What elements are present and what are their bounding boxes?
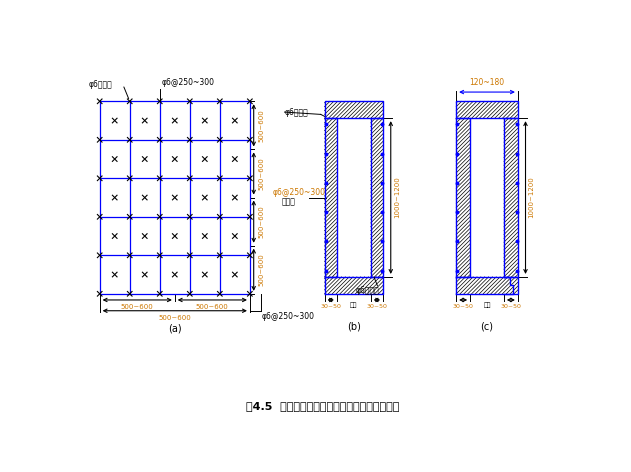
Text: φ6@250~300: φ6@250~300 [272,188,325,197]
Text: φ6拉结筋: φ6拉结筋 [88,80,112,89]
Text: 钢筋网: 钢筋网 [281,198,295,207]
Text: 500~600: 500~600 [259,109,264,142]
Text: 墙厚: 墙厚 [483,302,491,308]
Text: (c): (c) [481,321,493,331]
Text: φ6拉结筋: φ6拉结筋 [285,108,309,117]
Text: 30~50: 30~50 [367,304,387,309]
Text: 500~600: 500~600 [196,304,228,310]
Text: 500~600: 500~600 [121,304,153,310]
Text: 墙厚: 墙厚 [350,302,358,308]
Text: 120~180: 120~180 [469,78,505,87]
Text: 1000~1200: 1000~1200 [394,177,400,219]
Text: 30~50: 30~50 [452,304,474,309]
Polygon shape [456,101,518,294]
Text: (a): (a) [168,323,182,333]
Text: 图4.5  钢筋砂浆面层或钢筋混凝土板墙加固墙体: 图4.5 钢筋砂浆面层或钢筋混凝土板墙加固墙体 [246,401,399,411]
Text: 30~50: 30~50 [500,304,521,309]
Text: φ6拉结筋: φ6拉结筋 [355,286,379,295]
Polygon shape [100,101,250,294]
Text: 500~600: 500~600 [259,157,264,190]
Text: (b): (b) [347,321,361,331]
Text: φ6@250~300: φ6@250~300 [162,78,215,87]
Polygon shape [324,101,383,294]
Text: 500~600: 500~600 [259,205,264,238]
Text: 500~600: 500~600 [158,315,191,320]
Text: 1000~1200: 1000~1200 [529,177,534,219]
Text: 500~600: 500~600 [259,253,264,286]
Text: φ6@250~300: φ6@250~300 [261,312,314,321]
Text: 30~50: 30~50 [321,304,341,309]
